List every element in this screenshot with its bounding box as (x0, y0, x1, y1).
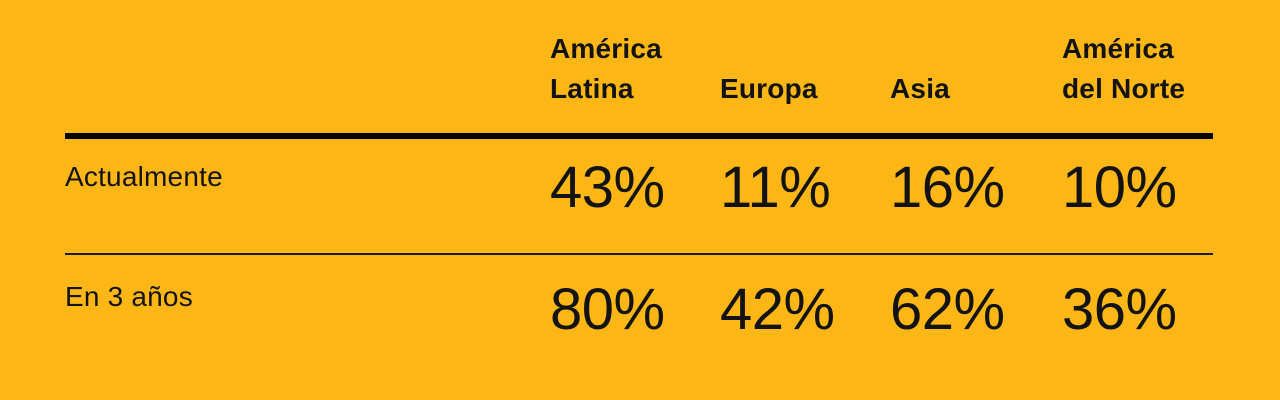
value-actualmente-europa: 11% (720, 139, 890, 255)
value-actualmente-america-del-norte: 10% (1062, 139, 1213, 255)
row-label-actualmente: Actualmente (65, 139, 550, 255)
column-header-america-latina: América Latina (550, 0, 720, 139)
value-en-3-anos-europa: 42% (720, 277, 835, 342)
row-label-en-3-anos: En 3 años (65, 281, 193, 312)
value-actualmente-america-latina: 43% (550, 139, 720, 255)
data-table: América Latina Europa Asia América del N… (65, 0, 1213, 400)
column-header-europa: Europa (720, 0, 890, 139)
value-actualmente-asia: 16% (890, 139, 1062, 255)
column-header-america-del-norte: América del Norte (1062, 0, 1213, 139)
value-en-3-anos-america-latina: 80% (550, 277, 665, 342)
value-en-3-anos-america-del-norte: 36% (1062, 277, 1177, 342)
corner-cell (65, 0, 550, 139)
column-header-asia: Asia (890, 0, 1062, 139)
value-en-3-anos-asia: 62% (890, 277, 1005, 342)
